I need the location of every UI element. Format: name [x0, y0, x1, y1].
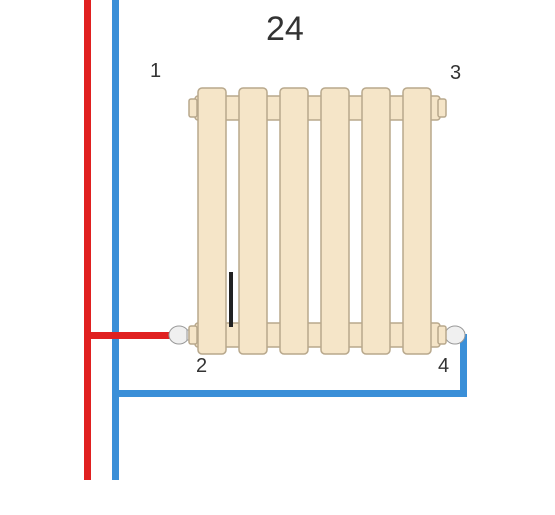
- cap-bottom-right: [438, 326, 446, 344]
- cap-top-right: [438, 99, 446, 117]
- label-top-left: 1: [150, 60, 161, 83]
- radiator-column-3: [280, 88, 308, 354]
- diagram-canvas: 24: [0, 0, 555, 515]
- label-bottom-left: 2: [196, 355, 207, 378]
- radiator-column-6: [403, 88, 431, 354]
- radiator-column-4: [321, 88, 349, 354]
- indicator-bar: [229, 272, 233, 327]
- cold-branch-horizontal: [112, 390, 467, 397]
- diagram-title: 24: [266, 10, 304, 49]
- label-bottom-right: 4: [438, 355, 449, 378]
- radiator-column-1: [198, 88, 226, 354]
- cap-top-left: [189, 99, 197, 117]
- label-top-right: 3: [450, 62, 461, 85]
- radiator-column-2: [239, 88, 267, 354]
- radiator-column-5: [362, 88, 390, 354]
- hot-supply-vertical: [84, 0, 91, 480]
- cold-return-vertical: [112, 0, 119, 480]
- radiator: [165, 82, 475, 362]
- cap-bottom-left: [189, 326, 197, 344]
- hot-branch-horizontal: [84, 332, 175, 339]
